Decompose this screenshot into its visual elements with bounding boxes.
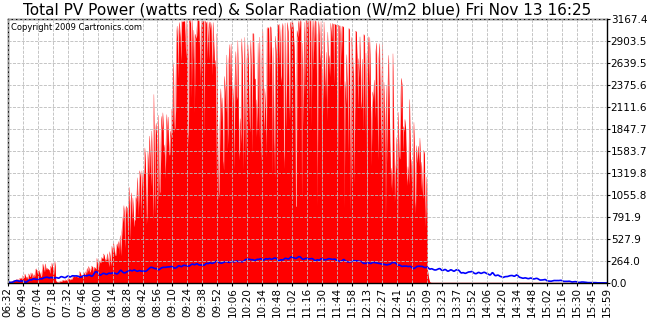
Text: Copyright 2009 Cartronics.com: Copyright 2009 Cartronics.com xyxy=(11,23,142,32)
Title: Total PV Power (watts red) & Solar Radiation (W/m2 blue) Fri Nov 13 16:25: Total PV Power (watts red) & Solar Radia… xyxy=(23,3,592,18)
